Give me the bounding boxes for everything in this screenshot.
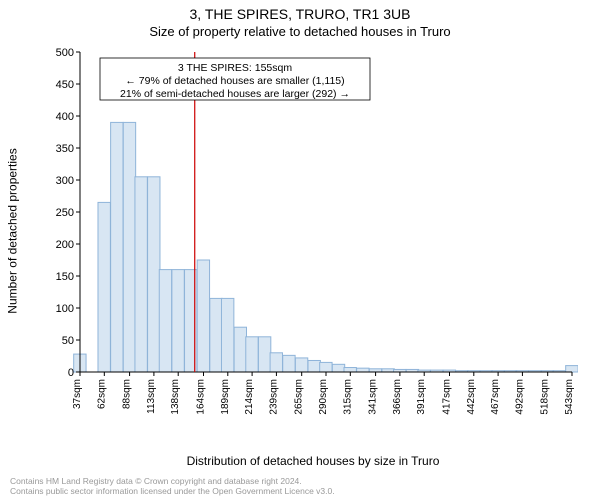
y-tick-label: 450 (56, 79, 74, 91)
x-tick-label: 315sqm (342, 379, 353, 415)
x-tick-label: 265sqm (294, 379, 305, 415)
x-tick-label: 239sqm (268, 379, 279, 415)
y-tick-label: 350 (56, 143, 74, 155)
x-tick-label: 442sqm (466, 379, 477, 415)
histogram-bar (258, 337, 270, 372)
y-tick-label: 500 (56, 47, 74, 59)
x-tick-label: 189sqm (220, 379, 231, 415)
histogram-bar (172, 270, 184, 372)
x-axis-label: Distribution of detached houses by size … (48, 454, 578, 468)
histogram-bar (270, 353, 282, 372)
histogram-bar (320, 362, 332, 372)
histogram-bar (98, 202, 110, 372)
histogram-bar (332, 364, 344, 372)
histogram-bar (123, 122, 135, 372)
footer-attribution: Contains HM Land Registry data © Crown c… (10, 476, 335, 496)
histogram-bar (246, 337, 258, 372)
y-tick-label: 200 (56, 239, 74, 251)
x-tick-label: 366sqm (392, 379, 403, 415)
annotation-line3: 21% of semi-detached houses are larger (… (120, 88, 350, 100)
chart-title: 3, THE SPIRES, TRURO, TR1 3UB (0, 0, 600, 22)
x-tick-label: 62sqm (96, 379, 107, 409)
x-tick-label: 88sqm (122, 379, 133, 409)
y-tick-label: 100 (56, 303, 74, 315)
x-tick-label: 214sqm (244, 379, 255, 415)
histogram-bar (295, 358, 307, 372)
histogram-bar (308, 360, 320, 372)
histogram-bar (566, 366, 578, 372)
histogram-bar (159, 270, 171, 372)
histogram-bar (197, 260, 209, 372)
x-tick-label: 37sqm (72, 379, 83, 409)
x-tick-label: 341sqm (368, 379, 379, 415)
y-tick-label: 150 (56, 271, 74, 283)
y-tick-label: 250 (56, 207, 74, 219)
x-tick-label: 290sqm (318, 379, 329, 415)
x-tick-label: 391sqm (416, 379, 427, 415)
histogram-bar (111, 122, 123, 372)
histogram-bar (283, 355, 295, 372)
x-tick-label: 518sqm (540, 379, 551, 415)
footer-line1: Contains HM Land Registry data © Crown c… (10, 476, 335, 486)
x-tick-label: 543sqm (564, 379, 575, 415)
histogram-bar (357, 368, 369, 372)
annotation-line1: 3 THE SPIRES: 155sqm (178, 62, 292, 74)
x-tick-label: 492sqm (514, 379, 525, 415)
y-tick-label: 50 (62, 335, 74, 347)
chart-subtitle: Size of property relative to detached ho… (0, 22, 600, 39)
histogram-bar (210, 298, 222, 372)
x-tick-label: 138sqm (170, 379, 181, 415)
histogram-bar (148, 177, 160, 372)
y-tick-label: 300 (56, 175, 74, 187)
y-tick-label: 400 (56, 111, 74, 123)
x-tick-label: 113sqm (146, 379, 157, 414)
histogram-bar (221, 298, 233, 372)
histogram-bar (135, 177, 147, 372)
x-tick-label: 164sqm (195, 379, 206, 415)
x-tick-label: 467sqm (490, 379, 501, 415)
y-axis-label: Number of detached properties (6, 46, 20, 416)
histogram-bar (234, 327, 246, 372)
y-tick-label: 0 (68, 367, 74, 379)
annotation-line2: ← 79% of detached houses are smaller (1,… (125, 75, 344, 87)
histogram-bar (344, 368, 356, 372)
x-tick-label: 417sqm (441, 379, 452, 415)
histogram-plot: 0 50 100 150 200 250 300 350 400 450 500 37sqm 62sqm… (48, 46, 578, 416)
footer-line2: Contains public sector information licen… (10, 486, 335, 496)
